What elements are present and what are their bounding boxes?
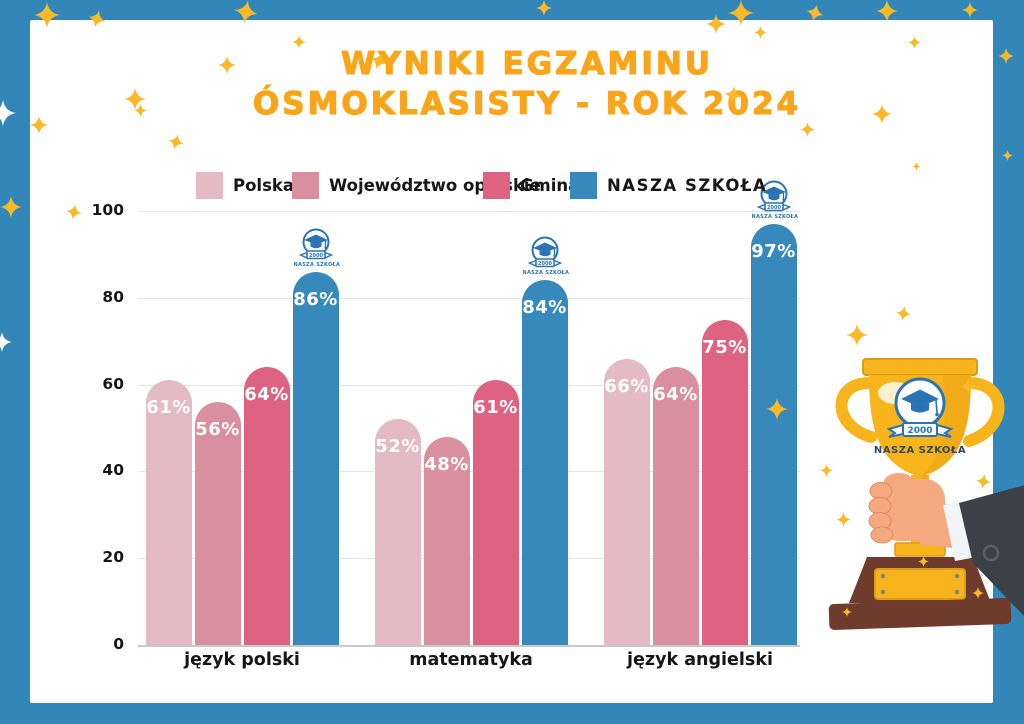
bar-value-label: 52% [375, 436, 420, 458]
school-badge-name: NASZA SZKOŁA [751, 214, 799, 221]
poster-title: WYNIKI EGZAMINU ÓSMOKLASISTY - ROK 2024 [127, 44, 927, 124]
trophy-left-handle [835, 377, 877, 443]
legend-swatch [292, 172, 319, 199]
school-badge-name: NASZA SZKOŁA [293, 261, 341, 268]
chart-legend: Polska Województwo opolskie Gmina NASZA SZK… [0, 172, 1024, 202]
gridline [138, 297, 800, 299]
trophy-year: 2000 [907, 426, 932, 436]
bar-województwo-opolskie-matematyka: 48% [423, 436, 470, 645]
sparkle-star-icon [536, 0, 552, 16]
trophy-illustration: 2000 NASZA SZKOŁA [828, 358, 1024, 630]
legend-item-nasza-szkoła: NASZA SZKOŁA [570, 172, 767, 199]
gridline [138, 384, 800, 386]
sparkle-star-icon [962, 2, 978, 18]
legend-swatch [570, 172, 597, 199]
sparkle-star-icon [0, 332, 12, 352]
bar-nasza-szkoła-matematyka: 84% [521, 280, 568, 645]
bar-value-label: 64% [653, 384, 698, 406]
sparkle-star-icon [0, 100, 16, 126]
trophy-cup: 2000 NASZA SZKOŁA [835, 358, 1005, 549]
trophy-base [828, 542, 1012, 630]
bar-value-label: 86% [293, 288, 338, 310]
y-tick-label: 20 [102, 548, 124, 567]
school-badge-icon: 2000 [298, 228, 333, 259]
trophy-right-handle [963, 377, 1005, 447]
legend-swatch [483, 172, 510, 199]
school-badge: 2000 NASZA SZKOŁA [751, 180, 799, 221]
legend-label: Polska [233, 176, 295, 195]
sparkle-star-icon [876, 0, 898, 22]
sparkle-star-icon [1002, 146, 1013, 161]
bar-value-label: 64% [244, 384, 289, 406]
school-badge: 2000 NASZA SZKOŁA [293, 228, 341, 268]
svg-text:2000: 2000 [309, 253, 323, 259]
bar-polska-język-polski: 61% [145, 380, 192, 645]
school-badge-icon: 2000 [527, 236, 562, 268]
graduation-cap-icon [303, 234, 328, 245]
sparkle-star-icon [998, 48, 1014, 64]
title-line-1: WYNIKI EGZAMINU [340, 45, 714, 82]
y-tick-label: 60 [102, 374, 124, 393]
bar-gmina-język-angielski: 75% [701, 319, 748, 645]
school-badge-name: NASZA SZKOŁA [522, 270, 570, 277]
bar-value-label: 66% [604, 375, 649, 397]
y-tick-label: 100 [91, 201, 124, 219]
bar-chart-plot-area: 61% 56% 64% 86% 2000 NASZA SZKOŁA 52% 48% 61%… [138, 180, 800, 647]
bar-nasza-szkoła-język-angielski: 97% [750, 224, 797, 645]
legend-item-gmina: Gmina [483, 172, 579, 199]
suit-sleeve [959, 485, 1024, 616]
bar-value-label: 48% [424, 453, 469, 475]
shirt-cuff [943, 501, 977, 561]
bar-województwo-opolskie-język-polski: 56% [194, 401, 241, 645]
bar-value-label: 97% [751, 241, 796, 263]
svg-text:2000: 2000 [767, 205, 781, 211]
x-category-label: język polski [184, 650, 300, 670]
graduation-cap-icon [761, 186, 786, 197]
legend-item-polska: Polska [196, 172, 294, 199]
bar-value-label: 84% [522, 297, 567, 319]
trophy-school-name: NASZA SZKOŁA [874, 445, 966, 456]
legend-swatch [196, 172, 223, 199]
bar-polska-matematyka: 52% [374, 419, 421, 645]
legend-label: NASZA SZKOŁA [607, 176, 768, 195]
svg-text:2000: 2000 [538, 261, 552, 267]
legend-label: Gmina [520, 176, 580, 195]
school-badge: 2000 NASZA SZKOŁA [522, 236, 570, 277]
y-tick-label: 40 [102, 461, 124, 480]
x-category-label: matematyka [409, 650, 533, 670]
school-badge-icon: 2000 [756, 180, 791, 212]
bar-value-label: 56% [195, 418, 240, 440]
hand-holding-trophy [868, 473, 1024, 616]
bar-nasza-szkoła-język-polski: 86% [292, 271, 339, 645]
bar-value-label: 75% [702, 336, 747, 358]
bar-value-label: 61% [146, 397, 191, 419]
bar-gmina-język-polski: 64% [243, 367, 290, 645]
trophy-plaque [874, 568, 966, 600]
graduation-cap-icon [901, 389, 939, 407]
bar-województwo-opolskie-język-angielski: 64% [652, 367, 699, 645]
x-axis-line [138, 645, 800, 647]
bar-value-label: 61% [473, 397, 518, 419]
bar-polska-język-angielski: 66% [603, 358, 650, 645]
y-tick-label: 80 [102, 287, 124, 306]
graduation-cap-icon [532, 242, 557, 253]
gridline [138, 211, 800, 212]
trophy-banner [902, 422, 938, 437]
x-category-label: język angielski [627, 650, 773, 670]
fist [879, 479, 945, 541]
bar-gmina-matematyka: 61% [472, 380, 519, 645]
title-line-2: ÓSMOKLASISTY - ROK 2024 [252, 85, 802, 122]
y-tick-label: 0 [113, 635, 124, 653]
cufflink-ring [982, 544, 1000, 562]
